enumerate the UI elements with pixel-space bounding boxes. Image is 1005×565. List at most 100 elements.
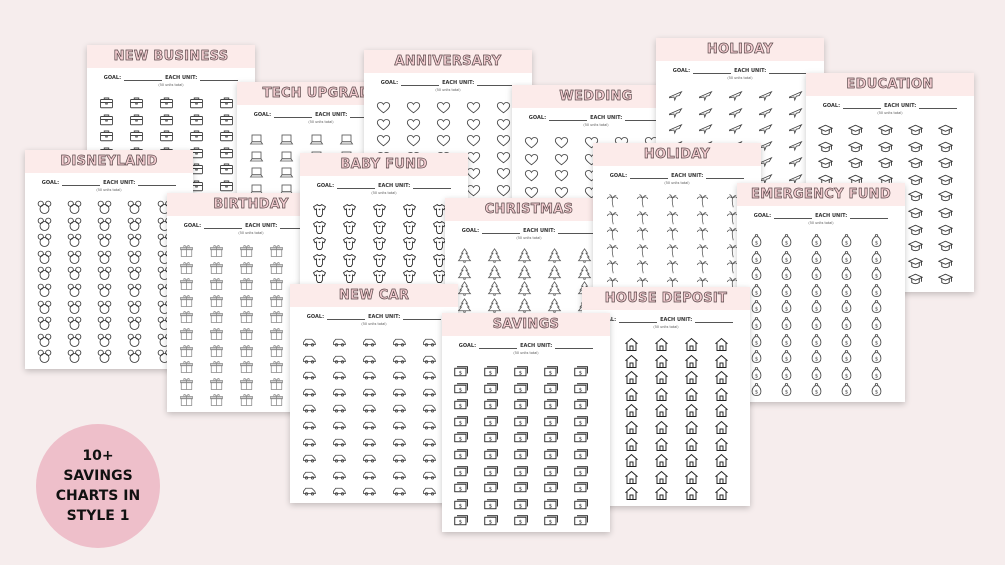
money-bag-icon	[751, 350, 762, 364]
car-icon	[303, 372, 316, 380]
gift-icon	[210, 261, 223, 274]
heart-icon	[524, 153, 539, 165]
money-bag-icon	[751, 283, 762, 297]
savings-chart-card: DISNEYLAND GOAL: EACH UNIT: (50 units tot…	[25, 150, 193, 369]
goal-label: GOAL:	[253, 112, 272, 118]
mouse-ears-icon	[67, 300, 82, 314]
goal-row: GOAL: EACH UNIT:	[512, 115, 680, 121]
house-icon	[655, 354, 668, 368]
cash-icon	[484, 399, 498, 410]
mouse-ears-icon	[127, 250, 142, 264]
card-title: BIRTHDAY	[213, 197, 289, 213]
card-title: HOLIDAY	[643, 147, 711, 163]
laptop-icon	[250, 167, 263, 178]
palm-tree-icon	[696, 260, 709, 274]
mouse-ears-icon	[127, 283, 142, 297]
heart-icon	[436, 118, 451, 130]
units-total-note: (50 units total)	[238, 231, 264, 235]
units-total-note: (50 units total)	[435, 88, 461, 92]
goal-label: GOAL:	[753, 213, 772, 219]
onesie-icon	[373, 220, 386, 234]
mouse-ears-icon	[67, 250, 82, 264]
graduation-cap-icon	[908, 240, 923, 252]
money-bag-icon	[841, 317, 852, 330]
gift-icon	[240, 311, 253, 324]
gift-icon	[240, 294, 253, 307]
icon-grid	[454, 363, 604, 529]
car-icon	[363, 438, 376, 447]
car-icon	[393, 388, 406, 397]
cash-icon	[544, 482, 558, 493]
onesie-icon	[313, 270, 326, 284]
money-bag-icon	[871, 366, 882, 380]
graduation-cap-icon	[818, 157, 833, 169]
mouse-ears-icon	[37, 283, 52, 297]
money-bag-icon	[841, 234, 852, 247]
goal-line	[693, 68, 732, 74]
palm-tree-icon	[666, 227, 679, 241]
gift-icon	[270, 394, 283, 407]
money-bag-icon	[751, 300, 762, 314]
car-icon	[393, 372, 406, 380]
cash-icon	[514, 382, 528, 394]
gift-icon	[210, 394, 223, 407]
house-icon	[715, 338, 728, 351]
gift-icon	[240, 361, 253, 374]
goal-label: GOAL:	[822, 103, 841, 109]
mouse-ears-icon	[67, 267, 82, 281]
cash-icon	[544, 366, 558, 377]
heart-icon	[376, 135, 391, 147]
money-bag-icon	[781, 383, 792, 397]
heart-icon	[524, 137, 539, 149]
mouse-ears-icon	[67, 233, 82, 248]
car-icon	[303, 488, 316, 496]
goal-line	[619, 317, 658, 323]
briefcase-icon	[160, 114, 173, 125]
christmas-tree-icon	[518, 248, 531, 263]
cash-icon	[514, 515, 528, 527]
car-icon	[363, 488, 376, 496]
goal-label: GOAL:	[672, 68, 691, 74]
goal-line	[843, 103, 882, 109]
car-icon	[303, 355, 316, 364]
briefcase-icon	[190, 97, 203, 109]
palm-tree-icon	[666, 194, 679, 208]
car-icon	[363, 421, 376, 430]
mouse-ears-icon	[97, 233, 112, 248]
gift-icon	[210, 311, 223, 324]
goal-label: GOAL:	[380, 80, 399, 86]
onesie-icon	[403, 237, 416, 251]
each-unit-line	[695, 317, 734, 323]
palm-tree-icon	[636, 260, 649, 274]
onesie-icon	[373, 253, 386, 267]
mouse-ears-icon	[37, 250, 52, 264]
goal-line	[327, 314, 366, 320]
goal-label: GOAL:	[461, 228, 480, 234]
onesie-icon	[313, 220, 326, 234]
laptop-icon	[250, 151, 263, 162]
icon-grid	[302, 334, 452, 500]
briefcase-icon	[160, 130, 173, 142]
money-bag-icon	[841, 300, 852, 314]
house-icon	[625, 470, 638, 484]
heart-icon	[466, 118, 481, 130]
heart-icon	[406, 118, 421, 130]
mouse-ears-icon	[97, 316, 112, 331]
onesie-icon	[403, 253, 416, 267]
car-icon	[363, 388, 376, 397]
mouse-ears-icon	[37, 350, 52, 364]
briefcase-icon	[160, 97, 173, 109]
gift-icon	[210, 245, 223, 257]
graduation-cap-icon	[938, 174, 953, 185]
house-icon	[655, 338, 668, 351]
each-unit-line	[280, 223, 319, 229]
airplane-icon	[699, 91, 712, 101]
heart-icon	[554, 153, 569, 165]
units-total-note: (50 units total)	[727, 76, 753, 80]
each-unit-line	[477, 80, 516, 86]
onesie-icon	[343, 237, 356, 251]
house-icon	[655, 470, 668, 484]
briefcase-icon	[190, 130, 203, 142]
christmas-tree-icon	[548, 281, 561, 296]
cash-icon	[484, 515, 498, 527]
